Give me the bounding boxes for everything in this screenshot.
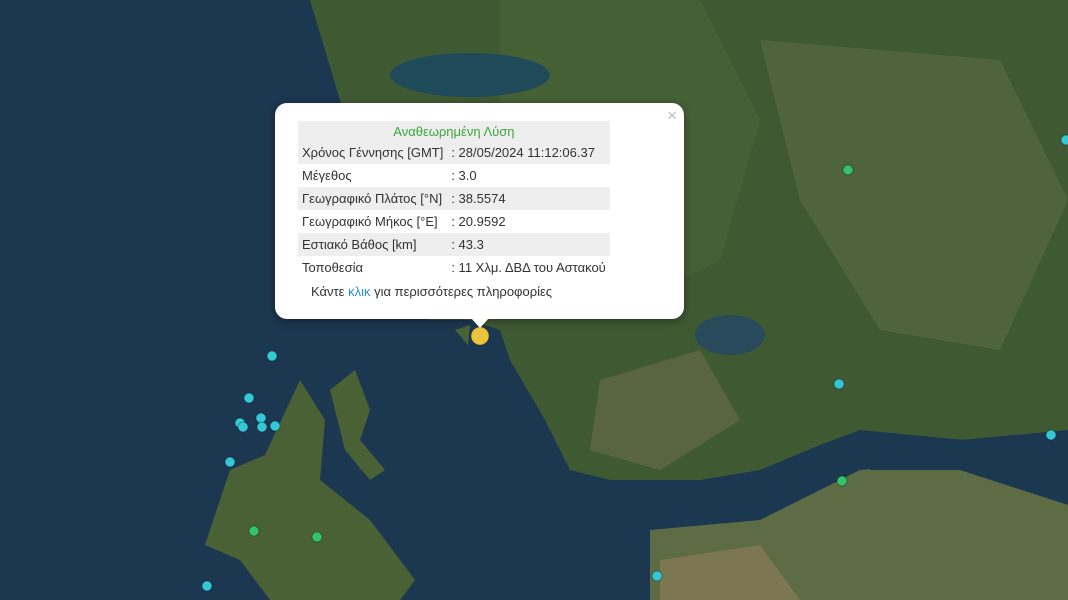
detail-value: : 20.9592 [451,214,506,229]
earthquake-marker-recent[interactable] [269,420,281,432]
detail-row: Γεωγραφικό Πλάτος [°N]: 38.5574 [298,187,610,210]
close-icon[interactable]: × [667,106,677,125]
more-suffix: για περισσότερες πληροφορίες [370,284,553,299]
earthquake-marker-recent[interactable] [243,392,255,404]
detail-row: Εστιακό Βάθος [km]: 43.3 [298,233,610,256]
detail-row: Τοποθεσία : 11 Χλμ. ΔΒΔ του Αστακού [298,256,610,279]
detail-label: Εστιακό Βάθος [km] [298,233,448,256]
detail-label: Τοποθεσία [302,260,364,275]
detail-value: : 28/05/2024 11:12:06.37 [447,141,610,164]
earthquake-popup: × Αναθεωρημένη Λύση Χρόνος Γέννησης [GMT… [275,103,684,328]
detail-value: : 11 Χλμ. ΔΒΔ του Αστακού [451,260,606,275]
earthquake-details-table: Αναθεωρημένη Λύση Χρόνος Γέννησης [GMT]:… [298,121,610,279]
more-prefix: Κάντε [311,284,349,299]
earthquake-marker-recent[interactable] [1045,429,1057,441]
earthquake-marker-recent[interactable] [256,421,268,433]
selected-earthquake-marker[interactable] [470,326,490,346]
earthquake-marker-older[interactable] [842,164,854,176]
detail-label: Γεωγραφικό Μήκος [°E] [302,214,438,229]
earthquake-marker-recent[interactable] [255,412,267,424]
earthquake-marker-recent[interactable] [201,580,213,592]
earthquake-marker-recent[interactable] [237,421,249,433]
detail-row: Γεωγραφικό Μήκος [°E] : 20.9592 [298,210,610,233]
detail-value: : 38.5574 [447,187,610,210]
detail-label: Γεωγραφικό Πλάτος [°N] [298,187,448,210]
more-info-text: Κάντε κλικ για περισσότερες πληροφορίες [311,284,552,299]
islands [205,325,470,600]
earthquake-marker-recent[interactable] [224,456,236,468]
detail-value: : 3.0 [451,168,477,183]
detail-label: Χρόνος Γέννησης [GMT] [298,141,448,164]
more-info-link[interactable]: κλικ [348,284,371,299]
earthquake-marker-older[interactable] [248,525,260,537]
earthquake-marker-older[interactable] [311,531,323,543]
detail-label: Μέγεθος [302,168,352,183]
earthquake-marker-recent[interactable] [651,570,663,582]
earthquake-marker-older[interactable] [836,475,848,487]
earthquake-marker-recent[interactable] [833,378,845,390]
earthquake-marker-recent[interactable] [1060,134,1068,146]
lakes [390,53,1068,505]
detail-value: : 43.3 [447,233,610,256]
detail-row: Μέγεθος : 3.0 [298,164,610,187]
earthquake-markers [201,134,1068,592]
popup-title: Αναθεωρημένη Λύση [298,121,610,141]
detail-row: Χρόνος Γέννησης [GMT]: 28/05/2024 11:12:… [298,141,610,164]
earthquake-marker-recent[interactable] [266,350,278,362]
